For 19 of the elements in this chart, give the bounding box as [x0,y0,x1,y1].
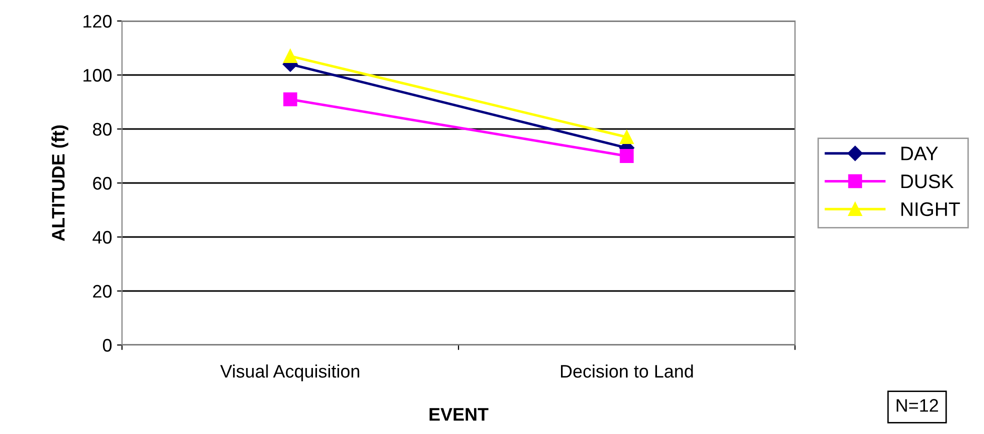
y-tick-label: 60 [93,176,112,190]
x-axis-title: EVENT [430,408,488,421]
y-tick-label: 0 [102,338,112,352]
point [620,149,634,163]
text: N=12 [896,399,938,412]
y-tick-label: 20 [93,284,112,298]
y-tick-label: 80 [92,122,112,136]
point [283,49,298,64]
y-tick-label: 40 [92,230,112,244]
legend-label: NIGHT [901,202,960,216]
point [283,92,298,106]
point [620,130,634,144]
legend-label: DUSK [901,174,954,188]
legend-label: DAY [901,146,938,160]
y-axis-title: ALTITUDE (ft) [51,125,68,242]
x-tick-label: Decision to Land [560,364,693,378]
x-tick-label: Visual Acquisition [220,364,360,382]
y-tick-label: 120 [84,14,112,28]
y-tick-label: 100 [84,68,112,82]
